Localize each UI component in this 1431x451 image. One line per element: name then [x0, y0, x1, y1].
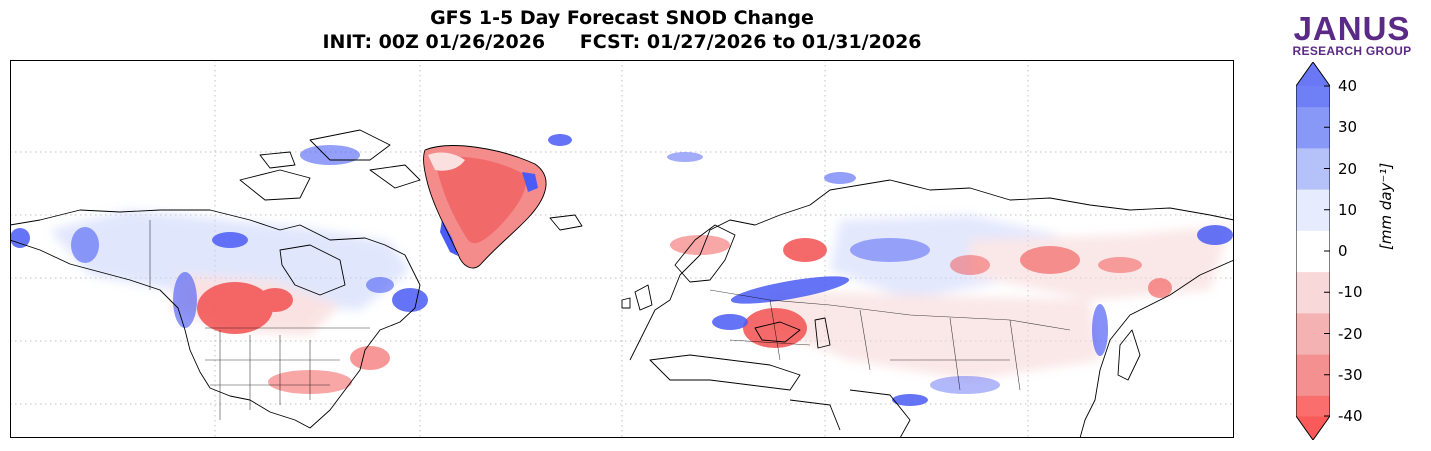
scandinavia	[674, 224, 736, 283]
colorbar-tick-label: 20	[1338, 159, 1358, 178]
british-isles	[621, 284, 653, 311]
colorbar-band	[1296, 106, 1330, 128]
colorbar-band	[1296, 395, 1330, 417]
colorbar-tick-label: 40	[1338, 77, 1358, 95]
colorbar	[1296, 62, 1330, 440]
colorbar-tick-label: -40	[1338, 407, 1363, 425]
colorbar-band	[1296, 86, 1330, 108]
mediterranean	[649, 354, 801, 391]
colorbar-band	[1296, 230, 1330, 252]
forecast-range: FCST: 01/27/2026 to 01/31/2026	[579, 31, 922, 53]
snow-gain-patches	[10, 134, 1233, 406]
colorbar-band	[1296, 189, 1330, 211]
hudson-bay	[279, 244, 346, 296]
colorbar-tick-label: -30	[1338, 365, 1363, 384]
colorbar-band	[1296, 127, 1330, 149]
colorbar-band	[1296, 374, 1330, 396]
greenland-loss-field	[423, 145, 547, 268]
japan	[1117, 329, 1141, 381]
colorbar-band	[1296, 168, 1330, 190]
colorbar-band	[1296, 333, 1330, 355]
title-line-1: GFS 1-5 Day Forecast SNOD Change	[430, 7, 814, 29]
init-time: INIT: 00Z 01/26/2026	[322, 31, 546, 53]
country-borders	[149, 220, 1071, 420]
colorbar-band	[1296, 209, 1330, 231]
colorbar-tick-label: 0	[1338, 242, 1348, 260]
colorbar-band	[1296, 292, 1330, 314]
iceland	[549, 214, 583, 231]
asia-light-pink-field	[770, 290, 1100, 380]
colorbar-band	[1296, 271, 1330, 293]
asia-east-coast	[1079, 259, 1234, 438]
greenland-coast	[423, 145, 547, 269]
map-title: GFS 1-5 Day Forecast SNOD Change INIT: 0…	[10, 6, 1234, 54]
black-caspian-seas	[754, 317, 831, 349]
janus-logo: JANUS RESEARCH GROUP	[1282, 10, 1422, 58]
logo-name: JANUS	[1293, 10, 1411, 47]
coastlines	[10, 129, 1234, 438]
colorbar-band	[1296, 147, 1330, 169]
india-arabia	[789, 389, 911, 438]
title-line-2: INIT: 00Z 01/26/2026 FCST: 01/27/2026 to…	[10, 30, 1234, 54]
colorbar-band	[1296, 354, 1330, 376]
colorbar-band	[1296, 251, 1330, 273]
colorbar-band	[1296, 312, 1330, 334]
colorbar-tick-label: -20	[1338, 324, 1363, 343]
snow-depth-change-map	[10, 60, 1234, 438]
colorbar-tick-label: -10	[1338, 283, 1363, 302]
arctic-islands	[239, 129, 421, 201]
snow-loss-patches	[197, 235, 1172, 394]
north-america-coast	[10, 209, 421, 429]
colorbar-min-extend	[1296, 416, 1330, 440]
colorbar-tick-label: 30	[1338, 118, 1358, 137]
colorbar-unit-label: [mm day⁻¹]	[1377, 162, 1395, 250]
colorbar-tick-label: 10	[1338, 200, 1358, 219]
logo-subtitle: RESEARCH GROUP	[1292, 44, 1412, 58]
colorbar-max-extend	[1296, 62, 1330, 86]
colorbar-bands	[1296, 62, 1330, 440]
europe-asia-coast	[629, 179, 1234, 361]
